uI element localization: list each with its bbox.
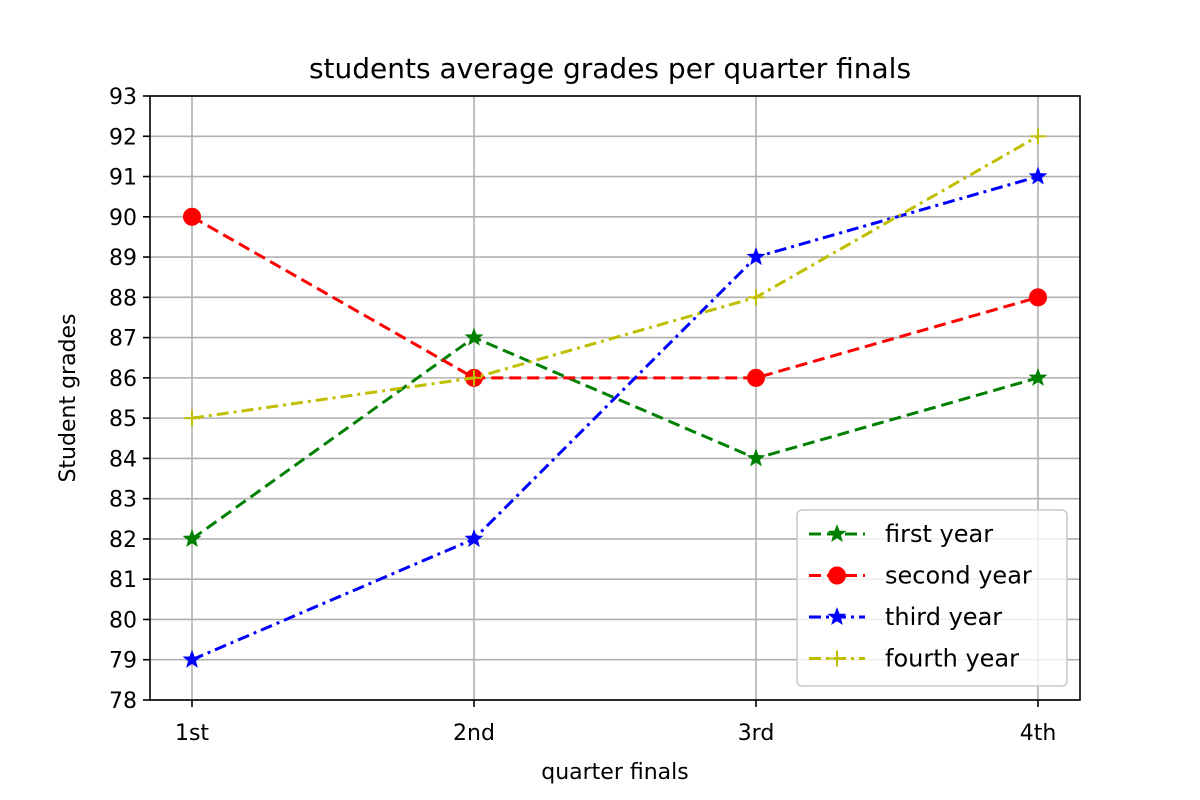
- data-point: [746, 448, 766, 467]
- x-tick-label: 2nd: [453, 721, 495, 746]
- y-tick-label: 90: [109, 206, 137, 231]
- data-point: [464, 327, 484, 346]
- y-axis-label: Student grades: [56, 313, 81, 482]
- series-line: [191, 175, 1039, 662]
- y-tick-label: 81: [109, 568, 137, 593]
- y-tick-label: 87: [109, 327, 137, 352]
- data-point: [747, 368, 765, 387]
- ticks-layer: 78 79 80 81 82 83 84 85 86 87 88 89 90 91 92 93 1st 2nd 3r…: [109, 85, 1056, 746]
- legend-marker: [827, 607, 847, 626]
- data-point: [184, 410, 200, 427]
- y-tick-label: 82: [109, 528, 137, 553]
- data-point: [746, 247, 766, 266]
- y-tick-label: 91: [109, 166, 137, 191]
- legend-marker: [828, 566, 846, 585]
- data-point: [182, 649, 202, 668]
- y-tick-label: 92: [109, 125, 137, 150]
- legend-item: third year: [809, 603, 1002, 631]
- y-tick-label: 79: [109, 649, 137, 674]
- data-point: [464, 529, 484, 547]
- series-line: [191, 134, 1039, 420]
- chart-title: students average grades per quarter fina…: [309, 52, 911, 85]
- legend-label: second year: [885, 562, 1032, 590]
- grid-layer: [150, 95, 1080, 701]
- x-tick-label: 1st: [175, 721, 209, 746]
- data-point: [1030, 128, 1046, 145]
- plot-frame: [149, 95, 1081, 701]
- data-point: [466, 369, 482, 386]
- legend-item: first year: [809, 520, 993, 548]
- y-tick-label: 93: [109, 85, 137, 110]
- data-point: [182, 529, 202, 547]
- series-line: [191, 215, 1039, 380]
- x-tick-label: 4th: [1020, 721, 1057, 746]
- series-fourth-year: [184, 128, 1046, 427]
- legend-label: third year: [885, 603, 1002, 631]
- data-point: [1028, 367, 1048, 386]
- y-tick-label: 83: [109, 488, 137, 513]
- y-tick-label: 89: [109, 246, 137, 271]
- x-axis-label: quarter finals: [541, 760, 689, 785]
- legend-item: fourth year: [809, 645, 1019, 673]
- x-tick-label: 3rd: [738, 721, 775, 746]
- series-layer: [182, 128, 1048, 668]
- legend-box: [796, 509, 1068, 687]
- y-tick-label: 86: [109, 367, 137, 392]
- y-tick-label: 84: [109, 447, 137, 472]
- y-tick-label: 88: [109, 286, 137, 311]
- legend-marker: [829, 650, 845, 667]
- data-point: [1028, 166, 1048, 185]
- series-third-year: [182, 166, 1048, 668]
- series-first-year: [182, 327, 1048, 547]
- series-line: [191, 335, 1039, 541]
- y-tick-label: 80: [109, 608, 137, 633]
- y-tick-label: 78: [109, 689, 137, 714]
- data-point: [748, 289, 764, 306]
- legend: first year second year third year fourth ye…: [796, 509, 1068, 687]
- legend-label: first year: [885, 520, 993, 548]
- legend-label: fourth year: [885, 645, 1019, 673]
- y-tick-label: 85: [109, 407, 137, 432]
- legend-marker: [827, 524, 847, 543]
- legend-item: second year: [809, 562, 1032, 590]
- data-point: [183, 207, 201, 226]
- data-point: [1029, 288, 1047, 307]
